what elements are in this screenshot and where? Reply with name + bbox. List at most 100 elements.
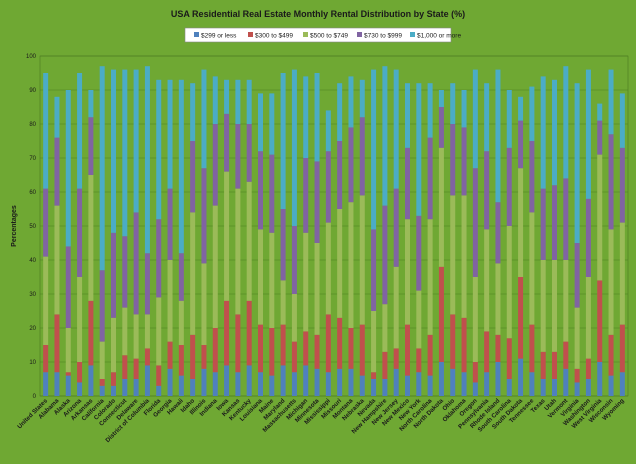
bar-segment (540, 379, 546, 396)
bar-segment (552, 185, 557, 260)
bar-segment (337, 368, 343, 396)
bar-segment (122, 307, 128, 356)
bar-segment (224, 113, 230, 172)
bar-segment (608, 69, 614, 135)
bar-segment (190, 379, 196, 396)
bar-segment (438, 107, 444, 148)
bar-segment (382, 205, 388, 305)
bar-segment (371, 311, 377, 373)
bar-segment (291, 341, 297, 373)
bar-segment (167, 368, 173, 396)
bar-segment (258, 151, 263, 230)
legend-label: $730 to $999 (364, 32, 402, 39)
bar-segment (167, 260, 173, 342)
y-axis-ticks: 0 10 20 30 40 50 60 70 80 90 100 (26, 54, 37, 400)
bar-segment (201, 263, 207, 345)
bar-segment (585, 277, 591, 359)
bar-segment (450, 83, 456, 124)
bar-segment (167, 341, 173, 369)
bar-segment (461, 127, 467, 196)
bar-segment (99, 385, 105, 396)
bar-segment (506, 147, 512, 226)
bar-segment (258, 372, 263, 396)
bar-segment (597, 280, 603, 362)
bar-segment (190, 83, 196, 141)
bar-segment (472, 69, 478, 169)
bar-segment (99, 66, 105, 271)
bar-segment (269, 232, 275, 328)
bar-segment (88, 117, 94, 175)
bar-segment (111, 372, 116, 386)
bar-segment (529, 141, 535, 213)
bar-segment (65, 375, 71, 396)
bar-segment (43, 73, 49, 189)
bar-segment (314, 368, 320, 396)
bar-segment (190, 334, 196, 379)
bar-segment (574, 83, 580, 243)
bar-segment (337, 141, 343, 209)
bar-segment (597, 120, 603, 155)
y-tick-label: 90 (29, 88, 36, 94)
bar-segment (269, 154, 275, 233)
bar-segment (382, 304, 388, 352)
bar-segment (393, 69, 399, 189)
bar-segment (224, 365, 230, 396)
bar-segment (359, 375, 365, 396)
bar-segment (235, 314, 241, 373)
y-tick-label: 70 (29, 156, 36, 162)
bar-segment (472, 277, 478, 362)
bar-segment (518, 358, 524, 396)
bar-segment (416, 372, 422, 396)
bar-segment (529, 372, 535, 396)
bar-segment (371, 69, 377, 230)
bar-segment (393, 368, 399, 396)
bar-segment (77, 362, 83, 383)
bar-segment (619, 372, 625, 396)
bar-segment (563, 260, 569, 342)
bar-segment (201, 345, 207, 369)
bar-segment (235, 124, 241, 189)
bar-segment (133, 69, 139, 213)
bar-segment (77, 277, 83, 362)
bar-segment (574, 368, 580, 383)
bar-segment (382, 351, 388, 379)
bar-segment (359, 195, 365, 325)
bar-segment (122, 69, 128, 237)
bar-segment (65, 90, 71, 247)
bar-segment (224, 171, 230, 301)
bar-segment (484, 229, 490, 332)
bar-segment (529, 86, 535, 141)
legend-label: $300 to $499 (255, 32, 293, 39)
bar-segment (585, 69, 591, 199)
bar-segment (65, 328, 71, 373)
bar-segment (65, 246, 71, 328)
bar-segment (280, 209, 286, 281)
bar-segment (619, 147, 625, 223)
bar-segment (303, 365, 309, 396)
y-tick-label: 60 (29, 190, 36, 196)
bar-segment (144, 314, 150, 349)
bar-segment (201, 368, 207, 396)
bar-segment (122, 379, 128, 396)
bar-segment (54, 314, 60, 373)
bar-segment (393, 348, 399, 369)
bar-segment (178, 375, 184, 396)
bar-segment (133, 379, 139, 396)
bar-segment (156, 219, 162, 298)
bar-segment (235, 79, 241, 124)
bar-segment (597, 362, 603, 396)
bar-segment (111, 232, 116, 318)
bar-segment (303, 158, 309, 233)
bar-segment (77, 382, 83, 396)
bar-segment (122, 236, 128, 308)
bar-segment (608, 375, 614, 396)
bar-segment (416, 348, 422, 373)
y-tick-label: 20 (29, 326, 36, 332)
bar-segment (585, 358, 591, 379)
bar-segment (303, 232, 309, 332)
bar-segment (212, 328, 218, 373)
bar-segment (303, 76, 309, 158)
bar-segment (574, 307, 580, 369)
bar-segment (212, 205, 218, 328)
bar-segment (518, 168, 524, 277)
